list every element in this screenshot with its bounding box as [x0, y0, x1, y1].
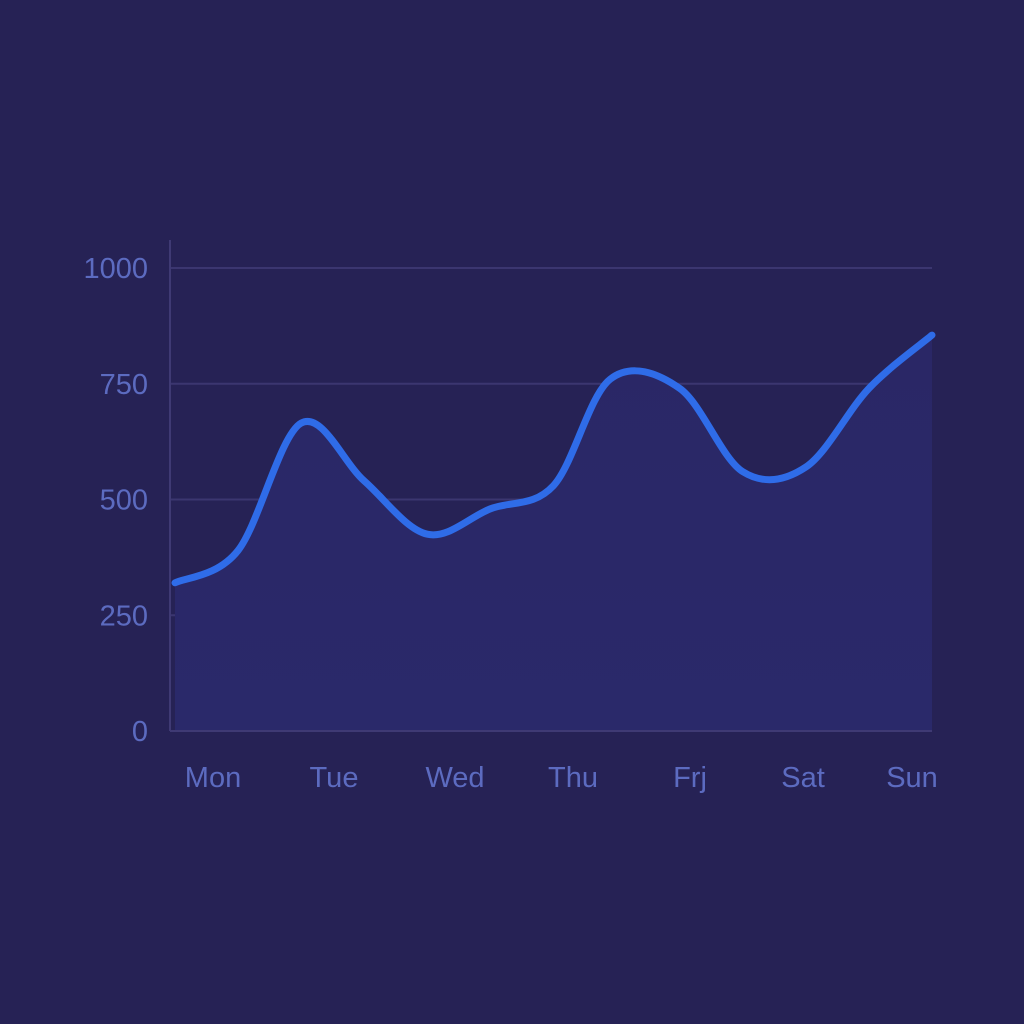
x-tick-label: Sun — [886, 762, 938, 794]
axes — [169, 240, 932, 732]
x-tick-label: Tue — [310, 762, 359, 794]
x-tick-label: Mon — [185, 762, 241, 794]
y-tick-label: 1000 — [83, 253, 148, 285]
y-tick-label: 750 — [100, 369, 148, 401]
x-tick-label: Sat — [781, 762, 825, 794]
x-tick-label: Wed — [425, 762, 484, 794]
x-tick-label: Frj — [673, 762, 707, 794]
y-axis-ticks: 0 250 500 750 1000 — [83, 253, 148, 748]
y-tick-label: 250 — [100, 600, 148, 632]
series-line — [171, 331, 936, 587]
x-tick-label: Thu — [548, 762, 598, 794]
x-axis-ticks: Mon Tue Wed Thu Frj Sat Sun — [185, 762, 938, 794]
y-tick-label: 0 — [132, 716, 148, 748]
series-area — [175, 335, 932, 731]
y-tick-label: 500 — [100, 485, 148, 517]
